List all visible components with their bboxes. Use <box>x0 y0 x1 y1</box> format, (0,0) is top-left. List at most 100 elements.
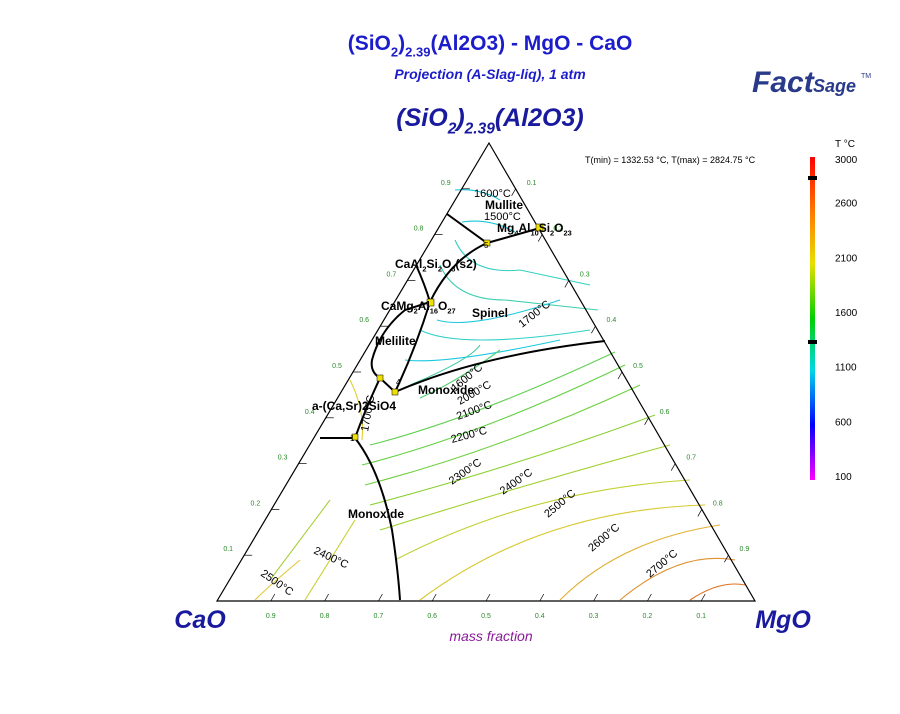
text-part: Monoxide <box>418 383 474 397</box>
tick-label: 0.7 <box>686 455 696 462</box>
colorbar-tick-label: 1600 <box>835 308 858 319</box>
text-part: (s2) <box>455 257 476 271</box>
subscript: 10 <box>530 229 538 238</box>
apex-top: (SiO2)2.39(Al2O3) <box>396 104 583 138</box>
invariant-label: 1 <box>350 434 355 443</box>
tick-label: 0.1 <box>527 180 537 187</box>
colorbar-tick-label: 1100 <box>835 363 857 374</box>
text-part: Spinel <box>472 306 508 320</box>
tick-label: 0.3 <box>278 455 288 462</box>
subscript: 8 <box>451 265 455 274</box>
tick <box>270 593 276 602</box>
phase-label: Spinel <box>472 306 508 320</box>
logo-sage: Sage <box>813 76 856 96</box>
subtitle: Projection (A-Slag-liq), 1 atm <box>394 66 585 82</box>
subscript: 23 <box>564 229 572 238</box>
text-part: (SiO <box>396 104 448 132</box>
tick <box>644 417 649 425</box>
tick-label: 0.6 <box>427 613 437 620</box>
isotherm-label: 2600°C <box>586 521 622 554</box>
tick-label: 0.7 <box>374 613 384 620</box>
logo-tm: TM <box>861 73 871 80</box>
tick <box>378 593 383 602</box>
tick-label: 0.7 <box>387 271 397 278</box>
tick-label: 0.4 <box>305 409 315 416</box>
colorbar-tick-label: 2100 <box>835 253 858 264</box>
subscript: 4 <box>514 229 519 238</box>
subscript: 2.39 <box>405 44 430 59</box>
tick-label: 0.5 <box>481 613 491 620</box>
tick <box>593 593 598 602</box>
invariant-markers <box>351 223 544 441</box>
isotherm-label: 2300°C <box>447 456 484 487</box>
tick <box>591 326 596 334</box>
tick-label: 0.8 <box>320 613 330 620</box>
text-part: O <box>554 221 563 235</box>
text-part: ) <box>453 104 464 132</box>
text-part: O <box>442 257 451 271</box>
text-part: O <box>438 299 447 313</box>
subscript: 2 <box>391 44 398 59</box>
text-part: Mg <box>497 221 514 235</box>
colorbar-tick-label: 600 <box>835 417 852 428</box>
tick <box>700 593 706 602</box>
phase-label: CaAl2Si2O8(s2) <box>395 257 477 274</box>
isotherm-label: 1600°C <box>474 188 511 200</box>
tick-label: 0.8 <box>713 500 723 507</box>
tick-label: 0.2 <box>251 500 261 507</box>
isotherm-label: 2700°C <box>644 547 680 580</box>
text-part: Mullite <box>485 198 523 212</box>
invariant-label: 4 <box>396 378 401 387</box>
text-part: Al <box>418 299 430 313</box>
tick-label: 0.9 <box>441 180 451 187</box>
isotherm-label: 1500°C <box>484 211 521 223</box>
tick-label: 0.5 <box>633 363 643 370</box>
tick <box>724 555 729 563</box>
subscript: 2 <box>422 265 426 274</box>
colorbar: T °C 3000 2600 2100 1600 1100 600 100 <box>808 139 858 483</box>
phase-label: Melilite <box>375 334 416 348</box>
phase-labels: Mullite Mg4Al10Si2O23 CaAl2Si2O8(s2) CaM… <box>312 198 572 521</box>
tick <box>324 593 329 602</box>
text-part: Si <box>539 221 550 235</box>
tick-label: 0.4 <box>535 613 545 620</box>
invariant-label: 5 <box>484 241 489 250</box>
phase-label: Monoxide <box>348 507 404 521</box>
tick-label: 0.4 <box>607 317 617 324</box>
tick <box>511 188 516 196</box>
colorbar-title: T °C <box>835 139 855 150</box>
tick <box>617 371 623 380</box>
subscript: 2 <box>438 265 442 274</box>
axis-label: mass fraction <box>449 628 532 644</box>
subscript: 2.39 <box>464 121 496 138</box>
tick-label: 0.3 <box>589 613 599 620</box>
title: (SiO2)2.39(Al2O3) - MgO - CaO <box>348 32 633 59</box>
subscript: 16 <box>430 307 438 316</box>
text-part: (SiO <box>348 32 391 55</box>
subscript: 2 <box>550 229 554 238</box>
isotherm-label: 2400°C <box>498 466 535 497</box>
tick <box>564 280 570 288</box>
tick-label: 0.2 <box>643 613 653 620</box>
isotherm-label: 2500°C <box>542 487 578 520</box>
isotherm-label: 2200°C <box>450 425 489 446</box>
text-part: Al <box>518 221 530 235</box>
colorbar-min-marker <box>808 340 817 344</box>
phase-label: Mg4Al10Si2O23 <box>497 221 572 238</box>
logo: Fact Sage TM <box>752 66 871 99</box>
tick-label: 0.2 <box>553 226 563 233</box>
text-part: CaMg <box>381 299 414 313</box>
colorbar-max-marker <box>808 176 817 180</box>
tick-label: 0.5 <box>332 363 342 370</box>
tick <box>539 593 545 602</box>
tick <box>647 593 652 602</box>
tick-label: 0.6 <box>660 409 670 416</box>
phase-label: a-(Ca,Sr)2SiO4 <box>312 399 396 413</box>
colorbar-tick-label: 3000 <box>835 155 858 166</box>
colorbar-tick-label: 100 <box>835 472 852 483</box>
tick-label: 0.9 <box>740 546 750 553</box>
apex-right: MgO <box>755 606 811 634</box>
tick-label: 0.8 <box>414 226 424 233</box>
colorbar-scale <box>810 157 815 480</box>
